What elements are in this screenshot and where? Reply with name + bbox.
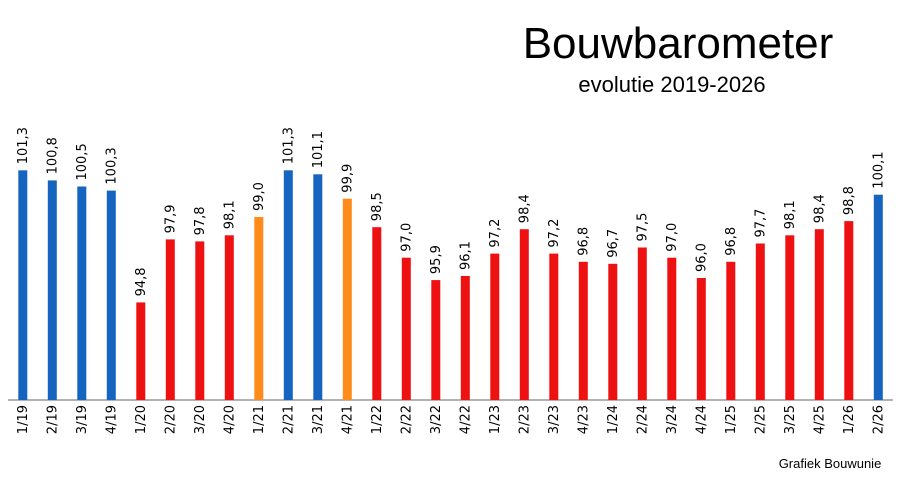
value-label: 101,3 bbox=[16, 127, 31, 164]
value-label: 97,7 bbox=[753, 209, 768, 238]
value-label: 97,9 bbox=[163, 204, 178, 233]
bar-1-25 bbox=[726, 261, 736, 400]
bar-1-24 bbox=[608, 263, 618, 400]
value-label: 98,4 bbox=[517, 194, 532, 223]
x-tick-label: 1/26 bbox=[842, 405, 857, 434]
bar-1-20 bbox=[136, 302, 146, 400]
x-tick-label: 4/24 bbox=[694, 405, 709, 434]
chart-title: Bouwbarometer bbox=[523, 19, 834, 68]
x-tick-label: 2/24 bbox=[635, 405, 650, 434]
x-tick-label: 2/21 bbox=[281, 405, 296, 434]
x-tick-label: 2/25 bbox=[753, 405, 768, 434]
bar-4-24 bbox=[696, 278, 706, 400]
bar-2-22 bbox=[401, 257, 411, 400]
x-tick-label: 3/25 bbox=[783, 405, 798, 434]
bar-3-25 bbox=[785, 235, 795, 400]
value-label: 97,0 bbox=[665, 223, 680, 252]
value-labels-group: 101,3 100,8 100,5 100,3 94,8 97,9 97,8 98,1 99,0… bbox=[16, 127, 886, 296]
value-label: 96,1 bbox=[458, 241, 473, 270]
x-tick-label: 3/24 bbox=[665, 405, 680, 434]
bar-3-20 bbox=[195, 241, 205, 400]
value-label: 100,1 bbox=[871, 151, 886, 188]
bar-4-23 bbox=[578, 261, 588, 400]
value-label: 100,5 bbox=[75, 143, 90, 180]
bar-3-19 bbox=[77, 186, 87, 400]
x-tick-label: 1/22 bbox=[370, 405, 385, 434]
x-tick-label: 3/22 bbox=[429, 405, 444, 434]
value-label: 94,8 bbox=[134, 267, 149, 296]
bar-3-24 bbox=[667, 257, 677, 400]
bar-4-19 bbox=[106, 190, 116, 400]
bar-2-23 bbox=[519, 229, 529, 400]
bar-3-22 bbox=[431, 280, 441, 400]
bar-1-23 bbox=[490, 253, 500, 400]
bar-2-21 bbox=[283, 170, 293, 400]
bar-4-25 bbox=[814, 229, 824, 400]
x-tick-label: 4/23 bbox=[576, 405, 591, 434]
value-label: 96,8 bbox=[724, 227, 739, 256]
bar-2-25 bbox=[755, 243, 765, 400]
x-tick-label: 3/20 bbox=[193, 405, 208, 434]
bars-group bbox=[18, 170, 883, 400]
value-label: 96,7 bbox=[606, 229, 621, 258]
bar-3-21 bbox=[313, 174, 323, 400]
x-tick-label: 1/21 bbox=[252, 405, 267, 434]
value-label: 101,3 bbox=[281, 127, 296, 164]
x-tick-label: 4/25 bbox=[812, 405, 827, 434]
bar-1-26 bbox=[844, 221, 854, 400]
value-label: 97,0 bbox=[399, 223, 414, 252]
bar-2-20 bbox=[165, 239, 175, 400]
value-label: 100,3 bbox=[104, 147, 119, 184]
x-tick-label: 1/23 bbox=[488, 405, 503, 434]
value-label: 96,8 bbox=[576, 227, 591, 256]
bar-1-21 bbox=[254, 217, 264, 400]
bar-4-21 bbox=[342, 198, 352, 400]
value-label: 96,0 bbox=[694, 243, 709, 272]
bar-2-19 bbox=[47, 180, 57, 400]
x-tick-label: 3/19 bbox=[75, 405, 90, 434]
value-label: 98,4 bbox=[812, 194, 827, 223]
x-tick-label: 3/21 bbox=[311, 405, 326, 434]
value-label: 99,0 bbox=[252, 182, 267, 211]
x-tick-label: 1/24 bbox=[606, 405, 621, 434]
bar-4-22 bbox=[460, 276, 470, 400]
value-label: 99,9 bbox=[340, 164, 355, 193]
x-tick-label: 4/19 bbox=[104, 405, 119, 434]
x-tick-label: 2/26 bbox=[871, 405, 886, 434]
value-label: 97,5 bbox=[635, 213, 650, 242]
x-tick-labels-group: 1/19 2/19 3/19 4/19 1/20 2/20 3/20 4/20 1/21 2/21… bbox=[16, 405, 886, 434]
bar-1-19 bbox=[18, 170, 28, 400]
value-label: 97,8 bbox=[193, 206, 208, 235]
x-tick-label: 1/20 bbox=[134, 405, 149, 434]
bar-2-24 bbox=[637, 247, 647, 400]
value-label: 100,8 bbox=[45, 137, 60, 174]
x-tick-label: 4/21 bbox=[340, 405, 355, 434]
x-tick-label: 4/22 bbox=[458, 405, 473, 434]
value-label: 97,2 bbox=[488, 219, 503, 248]
value-label: 95,9 bbox=[429, 245, 444, 274]
x-tick-label: 3/23 bbox=[547, 405, 562, 434]
value-label: 97,2 bbox=[547, 219, 562, 248]
x-tick-label: 2/20 bbox=[163, 405, 178, 434]
x-tick-label: 2/19 bbox=[45, 405, 60, 434]
value-label: 98,8 bbox=[842, 186, 857, 215]
bar-3-23 bbox=[549, 253, 559, 400]
x-tick-label: 2/23 bbox=[517, 405, 532, 434]
value-label: 101,1 bbox=[311, 131, 326, 168]
x-tick-label: 1/19 bbox=[16, 405, 31, 434]
source-credit: Grafiek Bouwunie bbox=[779, 456, 882, 471]
x-tick-label: 2/22 bbox=[399, 405, 414, 434]
chart-subtitle: evolutie 2019-2026 bbox=[578, 72, 765, 97]
bar-1-22 bbox=[372, 227, 382, 400]
bar-4-20 bbox=[224, 235, 234, 400]
x-tick-label: 4/20 bbox=[222, 405, 237, 434]
bar-2-26 bbox=[873, 194, 883, 400]
x-tick-label: 1/25 bbox=[724, 405, 739, 434]
value-label: 98,1 bbox=[222, 200, 237, 229]
value-label: 98,5 bbox=[370, 192, 385, 221]
value-label: 98,1 bbox=[783, 200, 798, 229]
